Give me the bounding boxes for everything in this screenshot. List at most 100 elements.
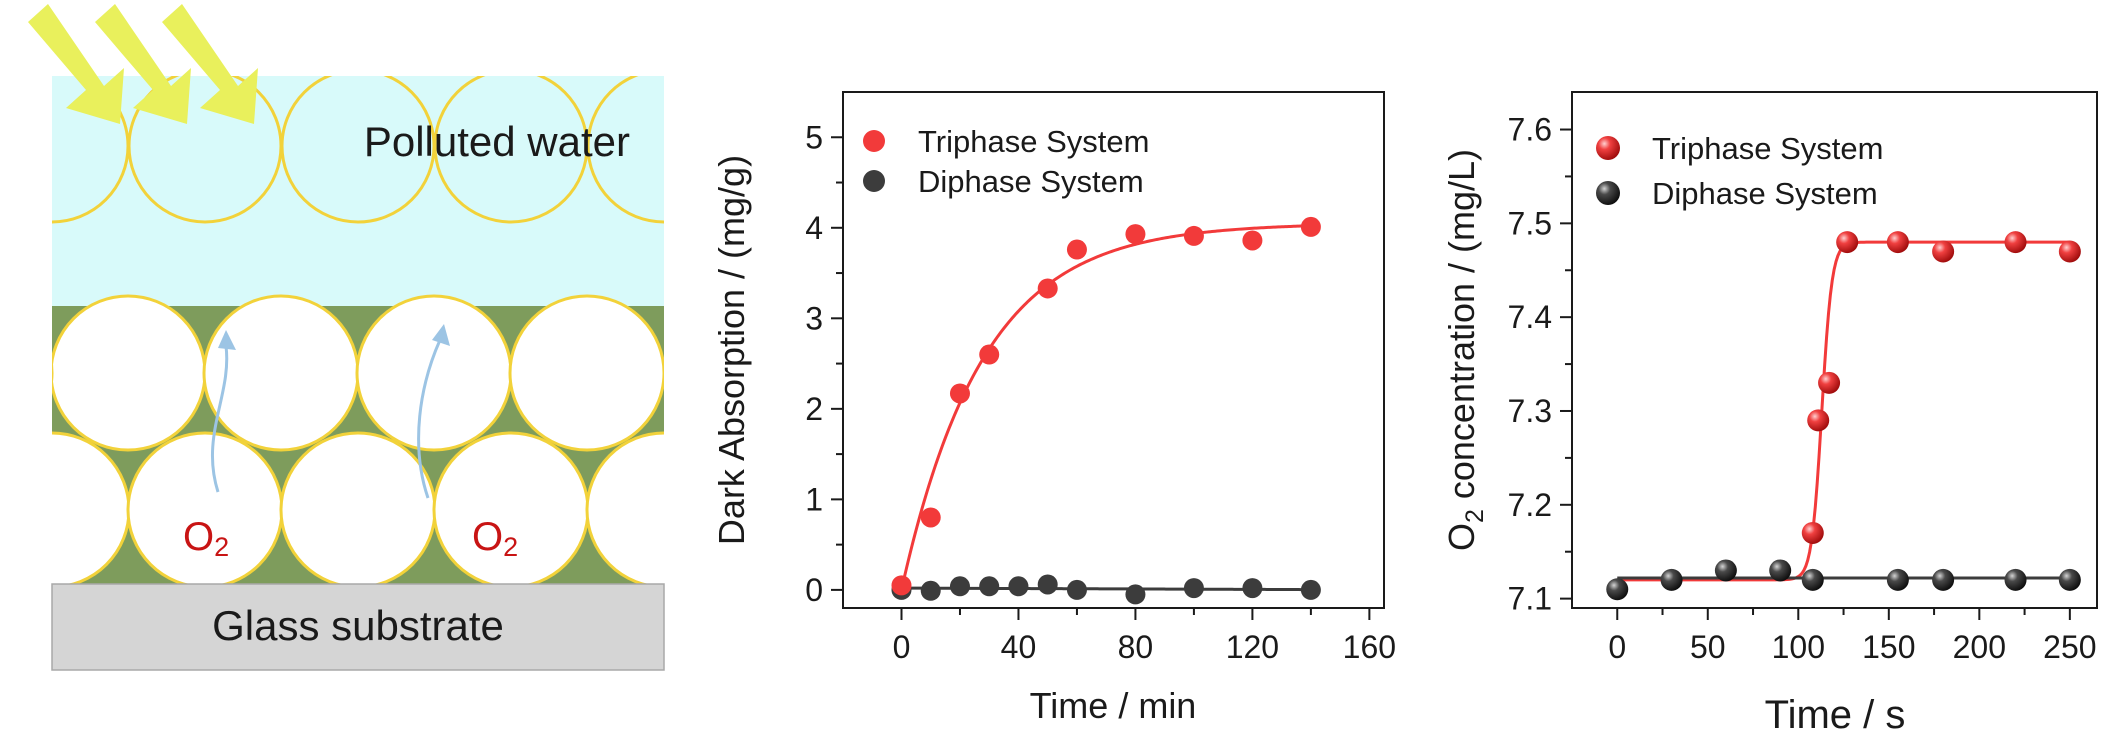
data-point	[1242, 230, 1263, 251]
plot-frame	[1571, 91, 2098, 609]
x-axis-label: Time / min	[1030, 685, 1197, 726]
legend-label: Diphase System	[1652, 176, 1878, 211]
axes: 0 50 100 150 200 250 7.1 7.2 7.3 7.4 7.5 7.6	[1508, 112, 2097, 665]
gas-flow-arrowhead-icon	[432, 324, 450, 346]
data-point	[1242, 578, 1263, 599]
data-point	[2058, 240, 2081, 263]
x-tick-label: 80	[1118, 629, 1154, 665]
x-tick-label: 200	[1953, 629, 2006, 665]
y-tick-label: 7.1	[1508, 581, 1552, 617]
data-point	[1769, 559, 1792, 582]
data-point	[1300, 579, 1321, 600]
data-point	[1807, 409, 1830, 432]
gas-flow-arrowhead-icon	[218, 330, 236, 350]
fit-curves	[1617, 240, 2070, 582]
wetting-schematic: Glass substrate Polluted water O2 O2	[28, 4, 665, 671]
light-arrow-icon	[95, 4, 191, 124]
data-point	[920, 507, 941, 528]
data-point	[1818, 371, 1841, 394]
dark-absorption-chart: 0 40 80 120 160 0 1 2 3 4 5 Triphase System Diphase…	[711, 91, 1396, 726]
oxygen-label-right: O2	[472, 515, 518, 562]
y-tick-label: 2	[805, 391, 823, 427]
fit-curves	[900, 224, 1311, 592]
data-points	[891, 216, 1321, 605]
water-label: Polluted water	[364, 118, 630, 165]
data-point	[1932, 568, 1955, 591]
data-point	[1801, 521, 1824, 544]
data-point	[1886, 231, 1909, 254]
light-arrow-icon	[28, 4, 124, 124]
x-tick-label: 0	[1608, 629, 1626, 665]
data-point	[1932, 240, 1955, 263]
gas-flow-arrow-icon	[210, 345, 229, 493]
legend-label: Triphase System	[918, 124, 1149, 159]
data-point	[1714, 559, 1737, 582]
y-tick-label: 4	[805, 210, 823, 246]
data-point	[1125, 224, 1146, 245]
upper-bubble-row	[52, 294, 664, 452]
data-point	[2004, 231, 2027, 254]
y-tick-label: 7.3	[1508, 393, 1552, 429]
x-tick-label: 250	[2043, 629, 2096, 665]
data-point	[1300, 216, 1321, 237]
x-tick-label: 120	[1226, 629, 1279, 665]
data-point	[1066, 579, 1087, 600]
data-point	[1037, 278, 1058, 299]
bubble	[585, 431, 664, 589]
y-axis-label: Dark Absorption / (mg/g)	[711, 155, 752, 545]
y-tick-label: 3	[805, 300, 823, 336]
data-point	[1801, 568, 1824, 591]
gas-flow-arrow-icon	[417, 339, 442, 499]
data-points	[1606, 231, 2081, 601]
bubble	[508, 294, 664, 452]
data-point	[1183, 225, 1204, 246]
data-point	[2004, 568, 2027, 591]
bubble	[126, 431, 284, 589]
y-tick-label: 7.4	[1508, 299, 1552, 335]
bubble	[586, 76, 664, 224]
data-point	[1008, 576, 1029, 597]
data-point	[1606, 578, 1629, 601]
legend-label: Diphase System	[918, 164, 1144, 199]
x-tick-label: 50	[1690, 629, 1726, 665]
light-arrow-icon	[162, 4, 258, 124]
data-point	[920, 580, 941, 601]
legend-marker	[863, 170, 885, 192]
legend: Triphase System Diphase System	[1596, 131, 1883, 211]
data-point	[949, 576, 970, 597]
x-tick-label: 160	[1343, 629, 1396, 665]
data-point	[891, 575, 912, 596]
lower-bubble-row	[52, 431, 664, 589]
axes: 0 40 80 120 160 0 1 2 3 4 5	[805, 119, 1396, 665]
glass-substrate	[51, 583, 665, 671]
x-tick-label: 100	[1772, 629, 1825, 665]
light-arrows	[28, 4, 258, 124]
data-point	[2058, 568, 2081, 591]
x-axis-label: Time / s	[1765, 693, 1906, 737]
fit-curve	[900, 224, 1311, 591]
data-point	[1125, 584, 1146, 605]
data-point	[1066, 239, 1087, 260]
data-point	[949, 383, 970, 404]
data-point	[1183, 578, 1204, 599]
legend: Triphase System Diphase System	[863, 124, 1149, 199]
x-tick-label: 40	[1001, 629, 1037, 665]
x-tick-label: 150	[1862, 629, 1915, 665]
y-tick-label: 0	[805, 572, 823, 608]
data-point	[1660, 568, 1683, 591]
oxygen-concentration-chart: 0 50 100 150 200 250 7.1 7.2 7.3 7.4 7.5 7.6 Tripha…	[1441, 91, 2098, 737]
data-point	[979, 344, 1000, 365]
data-point	[1886, 568, 1909, 591]
oxygen-label-left: O2	[183, 515, 229, 562]
bubble	[52, 294, 207, 452]
y-tick-label: 7.2	[1508, 487, 1552, 523]
y-tick-label: 7.5	[1508, 205, 1552, 241]
bubble	[355, 294, 513, 452]
y-axis-label: O2 concentration / (mg/L)	[1441, 149, 1489, 551]
y-tick-label: 5	[805, 119, 823, 155]
substrate-label: Glass substrate	[212, 602, 504, 649]
data-point	[979, 576, 1000, 597]
legend-marker	[863, 130, 885, 152]
data-point	[1037, 574, 1058, 595]
